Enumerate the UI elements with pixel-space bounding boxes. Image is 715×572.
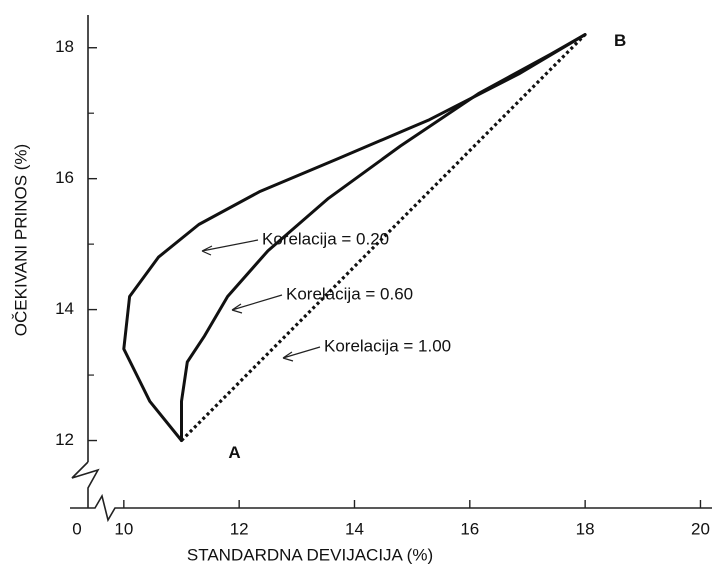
arrow [231,294,283,314]
x-axis-break [70,493,712,523]
point-label: B [614,31,626,50]
annotation: Korelacija = 0.20 [262,229,389,248]
y-tick-label: 14 [55,299,74,318]
y-tick-label: 12 [55,430,74,449]
x-tick-label: 20 [691,519,710,538]
annotation: Korelacija = 1.00 [324,336,451,355]
y-axis-break [71,461,100,508]
y-axis-label: OČEKIVANI PRINOS (%) [11,144,30,336]
series-line [122,33,587,442]
x-axis-label: STANDARDNA DEVIJACIJA (%) [187,545,433,564]
arrows [201,239,321,362]
origin-label: 0 [72,519,81,538]
x-tick-label: 14 [345,519,364,538]
y-tick-label: 16 [55,168,74,187]
x-tick-label: 16 [460,519,479,538]
series-line [180,33,587,442]
x-tick-label: 12 [230,519,249,538]
arrow [201,239,259,256]
point-label: A [228,443,240,462]
y-tick-label: 18 [55,37,74,56]
arrow [282,346,321,362]
annotation: Korelacija = 0.60 [286,284,413,303]
x-tick-label: 10 [114,519,133,538]
x-tick-label: 18 [576,519,595,538]
